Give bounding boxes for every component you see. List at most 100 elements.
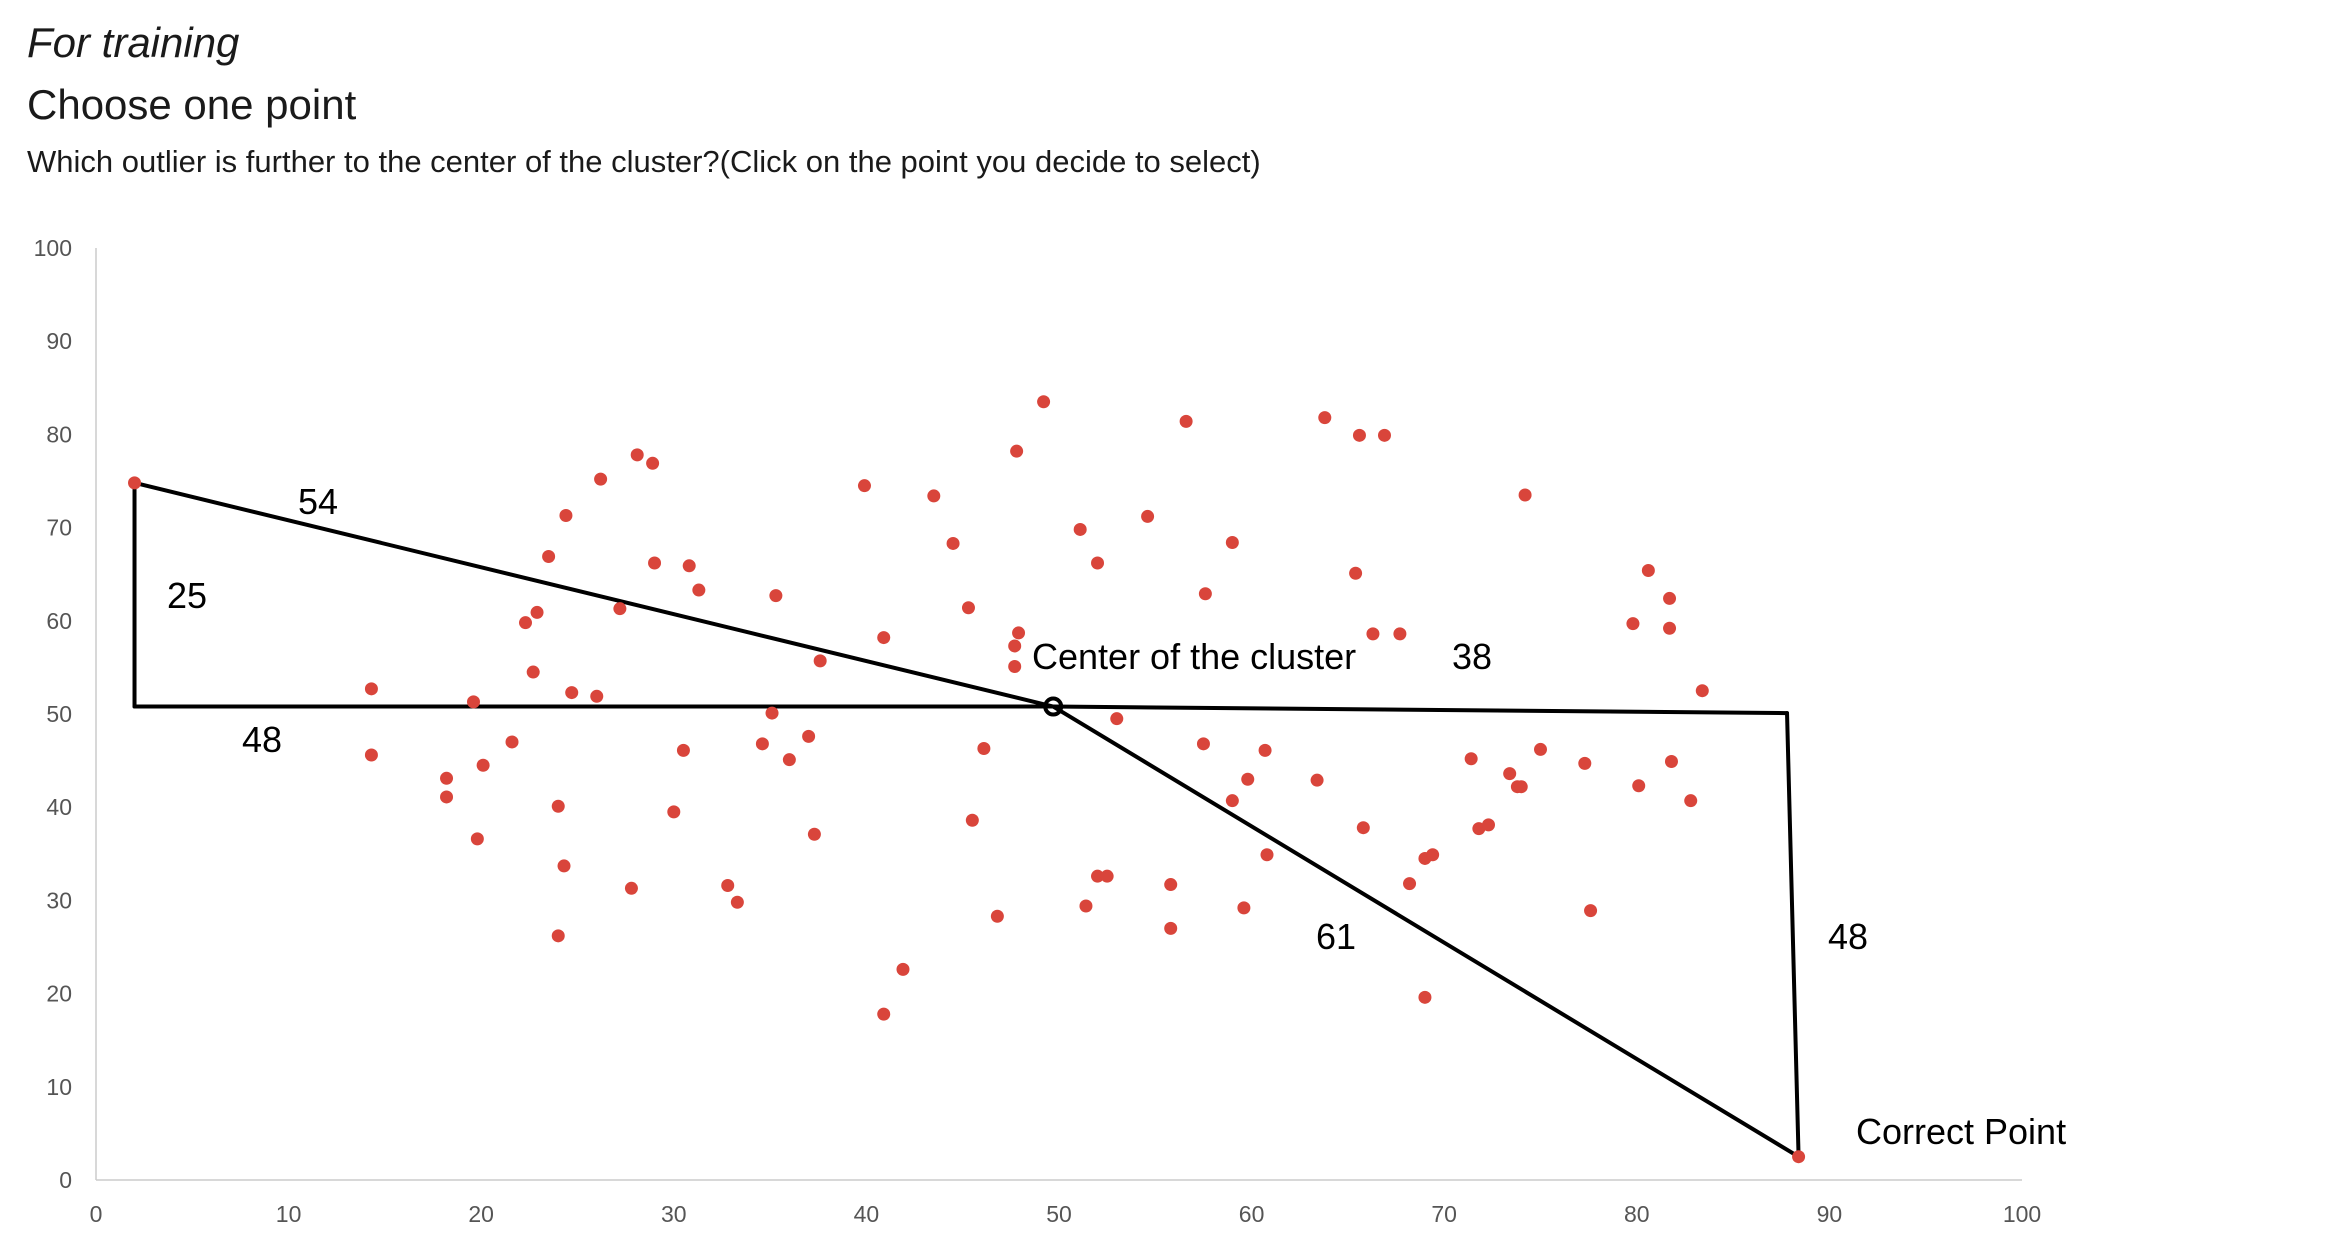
data-point[interactable] bbox=[1079, 899, 1093, 913]
data-point[interactable] bbox=[1534, 742, 1547, 756]
data-point[interactable] bbox=[1237, 901, 1251, 915]
data-point[interactable] bbox=[1196, 737, 1210, 751]
data-point[interactable] bbox=[1514, 780, 1528, 794]
data-point[interactable] bbox=[1695, 684, 1709, 698]
data-point[interactable] bbox=[590, 689, 604, 703]
data-point[interactable] bbox=[364, 682, 378, 696]
data-point[interactable] bbox=[1110, 712, 1124, 726]
data-point[interactable] bbox=[1356, 821, 1370, 835]
data-point[interactable] bbox=[440, 790, 454, 804]
data-point[interactable] bbox=[1260, 848, 1274, 862]
data-point[interactable] bbox=[721, 878, 735, 892]
data-point[interactable] bbox=[1164, 878, 1178, 892]
data-point[interactable] bbox=[1349, 566, 1363, 580]
data-point[interactable] bbox=[1481, 818, 1495, 832]
data-point[interactable] bbox=[1100, 869, 1114, 883]
data-point[interactable] bbox=[613, 602, 627, 616]
data-point[interactable] bbox=[730, 895, 744, 909]
data-point[interactable] bbox=[1008, 659, 1022, 673]
data-point[interactable] bbox=[466, 695, 480, 709]
data-point[interactable] bbox=[1403, 877, 1417, 891]
data-point[interactable] bbox=[1225, 536, 1239, 550]
data-point[interactable] bbox=[1792, 1150, 1806, 1164]
data-point[interactable] bbox=[807, 827, 821, 841]
data-point[interactable] bbox=[692, 583, 706, 597]
data-point[interactable] bbox=[1073, 522, 1087, 536]
data-point[interactable] bbox=[682, 559, 696, 573]
data-point[interactable] bbox=[877, 1007, 891, 1021]
data-point[interactable] bbox=[813, 654, 827, 668]
data-point[interactable] bbox=[1198, 587, 1212, 601]
data-point[interactable] bbox=[1008, 639, 1022, 653]
data-point[interactable] bbox=[1010, 444, 1024, 458]
data-point[interactable] bbox=[782, 753, 796, 767]
data-point[interactable] bbox=[1641, 563, 1655, 577]
data-point[interactable] bbox=[857, 479, 871, 493]
data-point[interactable] bbox=[990, 909, 1004, 923]
data-point[interactable] bbox=[1664, 755, 1678, 769]
data-point[interactable] bbox=[1684, 794, 1698, 808]
data-point[interactable] bbox=[1418, 990, 1432, 1004]
data-point[interactable] bbox=[1012, 626, 1026, 640]
data-point[interactable] bbox=[769, 589, 783, 603]
data-point[interactable] bbox=[667, 805, 681, 819]
data-point[interactable] bbox=[1366, 627, 1380, 641]
data-point[interactable] bbox=[551, 799, 565, 813]
data-point[interactable] bbox=[594, 472, 608, 486]
data-point[interactable] bbox=[551, 929, 565, 943]
data-point[interactable] bbox=[977, 741, 991, 755]
data-point[interactable] bbox=[1426, 848, 1440, 862]
data-point[interactable] bbox=[1310, 773, 1324, 787]
data-point[interactable] bbox=[1377, 428, 1391, 442]
data-point[interactable] bbox=[526, 665, 540, 679]
data-point[interactable] bbox=[676, 743, 690, 757]
data-point[interactable] bbox=[646, 456, 660, 470]
data-point[interactable] bbox=[624, 881, 638, 895]
data-point[interactable] bbox=[1241, 772, 1255, 786]
data-point[interactable] bbox=[1091, 556, 1105, 570]
data-point[interactable] bbox=[965, 813, 979, 827]
data-point[interactable] bbox=[946, 536, 960, 550]
data-point[interactable] bbox=[557, 859, 571, 873]
data-point[interactable] bbox=[1626, 617, 1640, 631]
data-point[interactable] bbox=[505, 735, 519, 749]
data-point[interactable] bbox=[518, 616, 532, 630]
data-point[interactable] bbox=[1141, 509, 1155, 523]
data-point[interactable] bbox=[559, 508, 573, 522]
data-point[interactable] bbox=[1393, 627, 1407, 641]
data-point[interactable] bbox=[1179, 414, 1193, 428]
data-point[interactable] bbox=[364, 748, 378, 762]
data-point[interactable] bbox=[542, 549, 556, 563]
data-point[interactable] bbox=[1632, 779, 1646, 793]
data-point[interactable] bbox=[1578, 756, 1592, 770]
data-point[interactable] bbox=[1258, 743, 1272, 757]
data-point[interactable] bbox=[765, 706, 779, 720]
data-point[interactable] bbox=[1037, 395, 1051, 409]
data-point[interactable] bbox=[630, 448, 644, 462]
x-tick-label: 100 bbox=[2003, 1201, 2041, 1227]
data-point[interactable] bbox=[802, 729, 816, 743]
data-point[interactable] bbox=[1225, 794, 1239, 808]
data-point[interactable] bbox=[476, 758, 490, 772]
data-point[interactable] bbox=[648, 556, 662, 570]
data-point[interactable] bbox=[565, 686, 579, 700]
data-point[interactable] bbox=[961, 601, 975, 615]
data-point[interactable] bbox=[1318, 411, 1332, 425]
data-point[interactable] bbox=[1584, 904, 1598, 918]
data-point[interactable] bbox=[877, 631, 891, 645]
data-point[interactable] bbox=[896, 962, 910, 976]
data-point[interactable] bbox=[440, 771, 454, 785]
data-point[interactable] bbox=[1503, 767, 1517, 781]
data-point[interactable] bbox=[1518, 488, 1532, 502]
data-point[interactable] bbox=[1164, 921, 1178, 935]
data-point[interactable] bbox=[927, 489, 941, 503]
data-point[interactable] bbox=[128, 476, 142, 490]
data-point[interactable] bbox=[1352, 428, 1366, 442]
data-point[interactable] bbox=[1663, 621, 1677, 635]
data-point[interactable] bbox=[755, 737, 769, 751]
data-point[interactable] bbox=[1464, 752, 1478, 766]
data-point[interactable] bbox=[530, 605, 544, 619]
data-point[interactable] bbox=[470, 832, 484, 846]
data-point[interactable] bbox=[1091, 869, 1105, 883]
data-point[interactable] bbox=[1663, 591, 1677, 605]
